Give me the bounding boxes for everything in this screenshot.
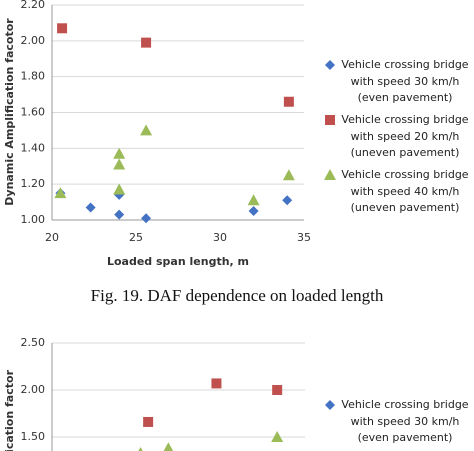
legend-entry: Vehicle crossing bridge with speed 30 km… xyxy=(341,398,469,444)
y-tick-label: 2.00 xyxy=(21,34,46,47)
y-tick-label: 2.00 xyxy=(21,383,46,396)
x-tick-label: 25 xyxy=(129,231,143,244)
x-tick-label: 35 xyxy=(297,231,311,244)
triangle-marker xyxy=(163,442,174,451)
triangle-marker xyxy=(113,147,126,159)
y-tick-label: 1.40 xyxy=(21,141,46,154)
square-marker xyxy=(272,385,283,395)
x-axis-label: Loaded span length, m xyxy=(107,255,249,268)
triangle-marker xyxy=(271,431,284,442)
legend-entry: Vehicle crossing bridge with speed 30 km… xyxy=(341,58,469,104)
square-marker xyxy=(211,378,222,389)
y-axis-label: Dynamic Amplification facotor xyxy=(3,18,16,206)
diamond-marker xyxy=(85,202,96,213)
triangle-marker xyxy=(138,446,143,451)
x-tick-label: 20 xyxy=(45,231,59,244)
diamond-marker xyxy=(248,206,259,217)
diamond-marker xyxy=(282,195,293,206)
triangle-marker xyxy=(140,124,153,136)
triangle-marker xyxy=(54,187,67,199)
diamond-marker xyxy=(325,400,335,410)
y-tick-label: 2.20 xyxy=(21,0,46,11)
y-tick-label: 1.60 xyxy=(21,106,46,119)
y-tick-label: 1.20 xyxy=(21,177,46,190)
square-marker xyxy=(143,416,154,427)
triangle-marker xyxy=(324,169,336,180)
square-marker xyxy=(57,23,68,34)
y-tick-label: 1.00 xyxy=(21,213,46,226)
triangle-marker xyxy=(113,158,126,170)
y-tick-label: 2.50 xyxy=(21,336,46,349)
triangle-marker xyxy=(113,183,126,195)
legend-entry: Vehicle crossing bridge with speed 20 km… xyxy=(341,113,469,159)
caption: Fig. 19. DAF dependence on loaded length xyxy=(91,286,384,305)
legend-entry: Vehicle crossing bridge with speed 40 km… xyxy=(341,168,469,214)
diamond-marker xyxy=(114,209,125,220)
y-tick-label: 1.50 xyxy=(21,430,46,443)
y-axis-label: ication factor xyxy=(3,369,16,451)
x-tick-label: 30 xyxy=(213,231,227,244)
square-marker xyxy=(325,115,335,125)
triangle-marker xyxy=(247,194,260,206)
diamond-marker xyxy=(141,213,152,224)
triangle-marker xyxy=(282,169,295,181)
diamond-marker xyxy=(325,60,335,70)
square-marker xyxy=(141,37,152,48)
y-tick-label: 1.80 xyxy=(21,70,46,83)
square-marker xyxy=(283,96,294,107)
